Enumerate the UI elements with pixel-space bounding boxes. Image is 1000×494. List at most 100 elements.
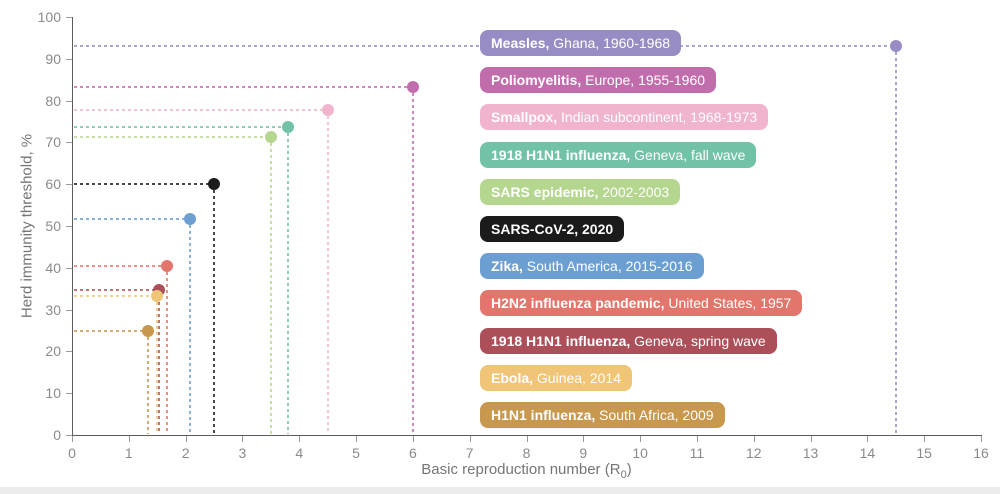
x-axis-tick: [981, 436, 982, 442]
legend-badge-sars-cov-2: SARS-CoV-2, 2020: [480, 216, 625, 242]
data-point-sars-cov-2: [208, 178, 221, 191]
data-point-h1n1-2009: [141, 325, 154, 338]
x-axis-line: [72, 435, 982, 436]
drop-line-horizontal-1918-h1n1-spring-wave: [74, 289, 159, 292]
x-axis-tick: [412, 436, 414, 442]
drop-line-horizontal-h2n2-pandemic: [74, 264, 168, 267]
y-tick-label: 30: [45, 301, 61, 318]
y-axis-tick: [66, 17, 72, 18]
y-axis-tick: [66, 142, 72, 144]
x-tick-label: 5: [352, 445, 360, 461]
x-axis-tick: [867, 436, 869, 442]
drop-line-vertical-ebola: [156, 295, 159, 434]
x-tick-label: 0: [68, 445, 76, 461]
data-point-sars-epidemic: [264, 130, 277, 143]
legend-badge-ebola: Ebola, Guinea, 2014: [480, 365, 632, 391]
x-tick-label: 9: [579, 445, 588, 461]
y-axis-tick: [66, 184, 72, 186]
y-tick-label: 40: [45, 259, 61, 276]
y-tick-label: 90: [45, 50, 61, 67]
y-axis-tick: [66, 58, 72, 60]
drop-line-vertical-zika: [188, 218, 191, 434]
x-axis-title-text: Basic reproduction number (R: [421, 461, 621, 478]
drop-line-vertical-1918-h1n1-spring-wave: [157, 290, 160, 434]
badge-label-detail: Geneva, spring wave: [630, 333, 766, 349]
drop-line-vertical-measles: [894, 45, 897, 434]
x-axis-tick: [185, 436, 187, 442]
drop-line-horizontal-sars-cov-2: [74, 183, 215, 186]
x-axis-tick: [753, 436, 755, 442]
data-point-measles: [889, 39, 902, 52]
badge-label-name: H2N2 influenza pandemic,: [491, 295, 665, 311]
x-tick-label: 2: [181, 445, 190, 461]
badge-label-name: SARS-CoV-2, 2020: [491, 221, 614, 237]
x-axis-tick: [242, 436, 244, 442]
drop-line-vertical-poliomyelitis: [411, 86, 414, 434]
x-tick-label: 7: [465, 445, 474, 461]
drop-line-horizontal-h1n1-2009: [74, 330, 148, 333]
x-tick-label: 11: [689, 445, 705, 461]
data-point-zika: [183, 212, 196, 225]
badge-label-name: Ebola,: [491, 370, 534, 386]
y-tick-label: 70: [45, 134, 61, 151]
x-axis-tick: [356, 436, 358, 442]
x-axis-tick: [526, 436, 528, 442]
x-tick-label: 13: [802, 445, 819, 461]
y-tick-label: 20: [45, 343, 61, 360]
legend-badge-smallpox: Smallpox, Indian subcontinent, 1968-1973: [480, 104, 769, 130]
x-axis-tick: [696, 436, 698, 442]
y-axis-tick: [66, 226, 72, 227]
legend-badge-zika: Zika, South America, 2015-2016: [480, 253, 704, 279]
drop-line-vertical-sars-cov-2: [213, 184, 216, 434]
y-axis-title: Herd immunity threshold, %: [18, 133, 36, 319]
card-bottom-edge: [0, 487, 1000, 494]
badge-label-name: Measles,: [491, 35, 550, 51]
y-axis-tick: [66, 351, 72, 353]
y-tick-label: 100: [37, 9, 61, 25]
badge-label-detail: Geneva, fall wave: [630, 147, 746, 163]
y-axis-line: [72, 17, 73, 436]
x-axis-tick: [72, 436, 73, 442]
x-axis-title-subscript: 0: [620, 469, 627, 481]
x-axis-tick: [583, 436, 585, 442]
legend-badge-1918-h1n1-spring-wave: 1918 H1N1 influenza, Geneva, spring wave: [480, 328, 777, 354]
x-tick-label: 10: [632, 445, 648, 461]
data-point-smallpox: [321, 103, 334, 116]
legend-badge-h1n1-2009: H1N1 influenza, South Africa, 2009: [480, 402, 725, 428]
y-axis-tick: [66, 435, 72, 436]
x-tick-label: 15: [916, 445, 932, 461]
drop-line-horizontal-zika: [74, 217, 190, 220]
x-axis-tick: [128, 436, 130, 442]
y-tick-label: 50: [45, 218, 61, 234]
badge-label-name: Poliomyelitis,: [491, 72, 582, 88]
badge-label-detail: South Africa, 2009: [595, 407, 714, 423]
x-axis-title-close-paren: ): [626, 461, 632, 478]
badge-label-detail: Indian subcontinent, 1968-1973: [557, 109, 758, 125]
x-tick-label: 14: [859, 445, 876, 461]
badge-label-detail: United States, 1957: [664, 295, 792, 311]
y-tick-label: 0: [53, 427, 61, 443]
x-tick-label: 8: [522, 445, 531, 461]
drop-line-vertical-h1n1-2009: [146, 331, 149, 434]
x-axis-tick: [924, 436, 926, 442]
badge-label-detail: Europe, 1955-1960: [581, 72, 706, 88]
data-point-h2n2-pandemic: [161, 259, 174, 272]
x-tick-label: 12: [745, 445, 762, 461]
data-point-poliomyelitis: [406, 80, 419, 93]
badge-label-detail: 2002-2003: [598, 184, 670, 200]
drop-line-vertical-smallpox: [326, 109, 329, 434]
badge-label-name: 1918 H1N1 influenza,: [491, 333, 631, 349]
y-tick-label: 60: [45, 176, 61, 193]
x-axis-tick: [810, 436, 812, 442]
x-tick-label: 6: [408, 445, 417, 461]
badge-label-detail: Ghana, 1960-1968: [549, 35, 671, 51]
data-point-1918-h1n1-fall-wave: [281, 120, 294, 133]
badge-label-name: Zika,: [491, 258, 523, 274]
legend-badge-1918-h1n1-fall-wave: 1918 H1N1 influenza, Geneva, fall wave: [480, 142, 757, 168]
y-tick-label: 10: [45, 385, 61, 402]
x-axis-title: Basic reproduction number (R0): [72, 461, 981, 481]
badge-label-name: Smallpox,: [491, 109, 558, 125]
badge-label-name: 1918 H1N1 influenza,: [491, 147, 631, 163]
